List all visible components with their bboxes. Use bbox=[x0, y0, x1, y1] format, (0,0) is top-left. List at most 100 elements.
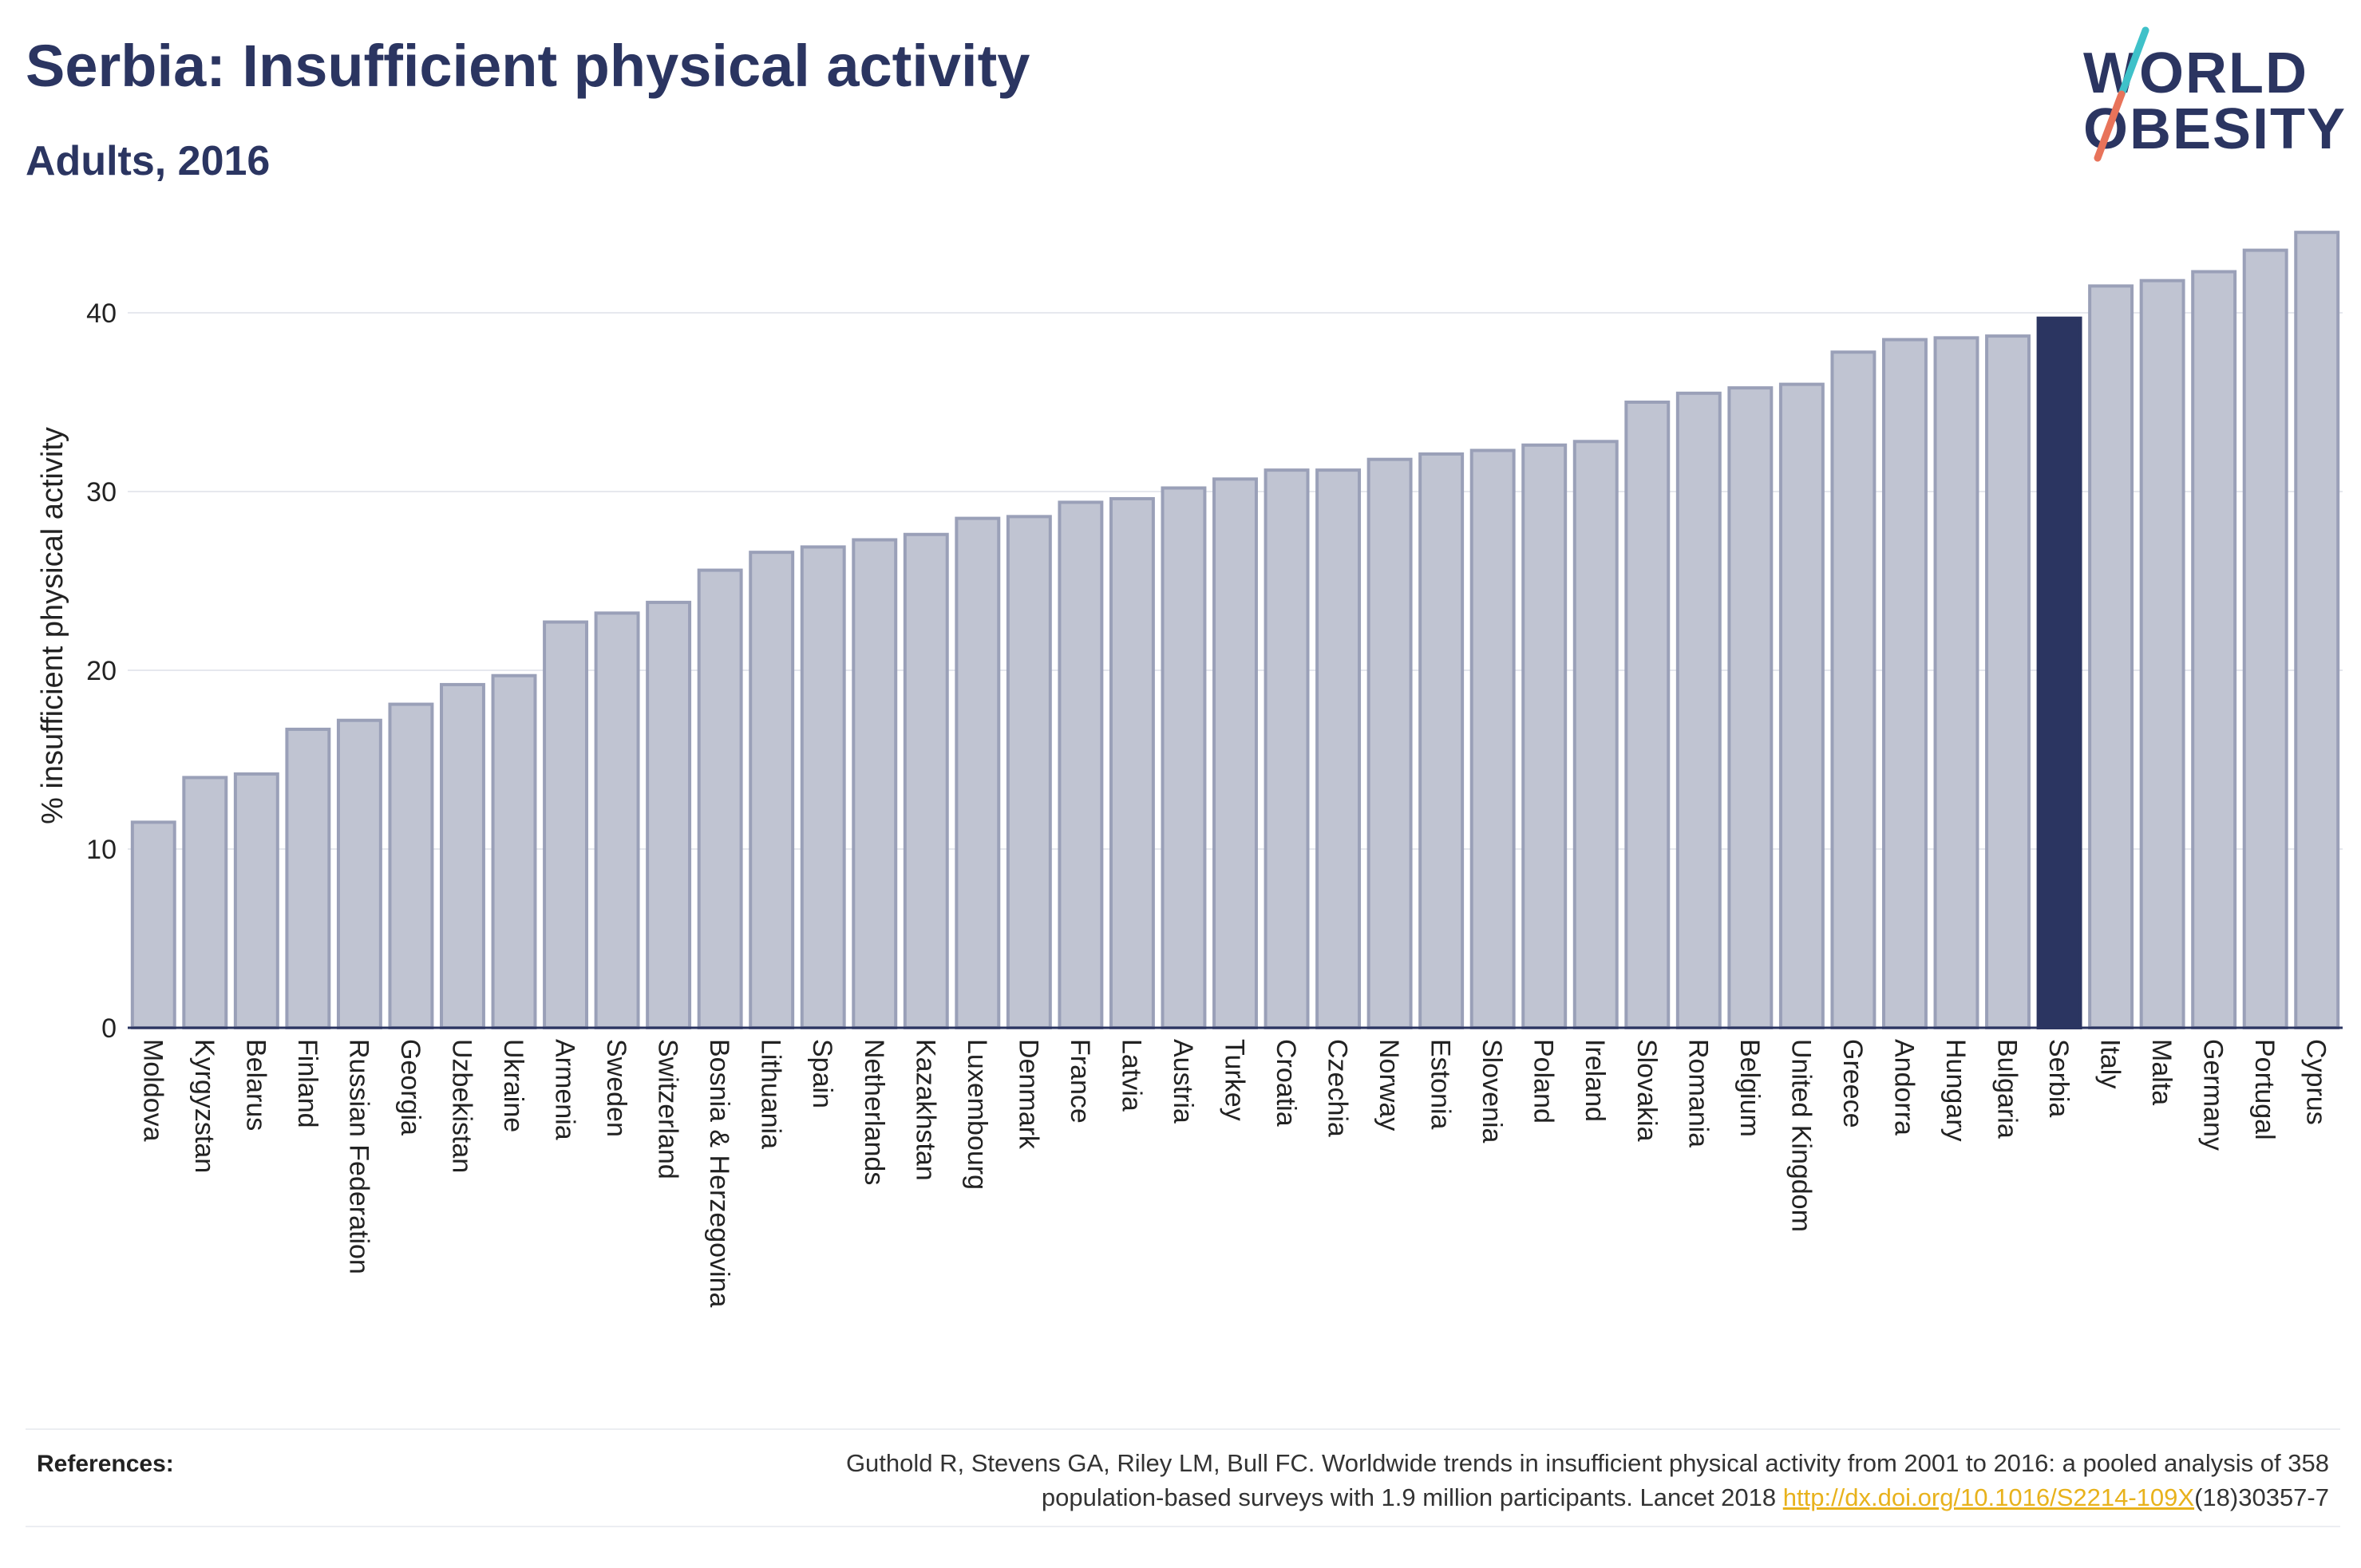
x-tick-label: Czechia bbox=[1323, 1039, 1353, 1137]
bar-belgium bbox=[1727, 386, 1774, 1029]
x-tick-label: Sweden bbox=[601, 1039, 631, 1137]
reference-line-2-prefix: population-based surveys with 1.9 millio… bbox=[1041, 1483, 1783, 1511]
bar-hungary bbox=[1933, 336, 1979, 1030]
bar-lithuania bbox=[749, 551, 795, 1030]
x-tick-label: Turkey bbox=[1220, 1039, 1250, 1121]
x-tick-label: Moldova bbox=[137, 1039, 168, 1142]
references-label: References: bbox=[37, 1451, 174, 1477]
x-tick-label: Ireland bbox=[1580, 1039, 1610, 1122]
y-tick-label: 40 bbox=[86, 298, 117, 329]
y-tick-label: 20 bbox=[86, 656, 117, 686]
bar-spain bbox=[800, 545, 846, 1029]
bar-latvia bbox=[1109, 496, 1155, 1029]
reference-doi-link[interactable]: http://dx.doi.org/10.1016/S2214-109X bbox=[1782, 1483, 2195, 1511]
bar-estonia bbox=[1418, 452, 1465, 1029]
chart-subtitle: Adults, 2016 bbox=[26, 138, 271, 184]
logo-slash-icon bbox=[2094, 26, 2149, 162]
bar-bosnia-herzegovina bbox=[697, 568, 743, 1029]
bar-uzbekistan bbox=[440, 682, 485, 1029]
bar-czechia bbox=[1315, 468, 1362, 1029]
x-tick-label: Netherlands bbox=[859, 1039, 889, 1185]
x-tick-label: Norway bbox=[1374, 1039, 1404, 1131]
x-tick-label: Greece bbox=[1837, 1039, 1868, 1128]
bar-greece bbox=[1830, 350, 1877, 1029]
x-tick-label: Finland bbox=[292, 1039, 322, 1128]
bar-slovenia bbox=[1469, 448, 1516, 1030]
y-tick-label: 0 bbox=[101, 1013, 117, 1044]
x-tick-label: Slovenia bbox=[1477, 1039, 1507, 1143]
x-tick-label: Georgia bbox=[395, 1039, 425, 1136]
bar-russian-federation bbox=[336, 718, 382, 1029]
x-tick-label: Poland bbox=[1529, 1039, 1559, 1124]
x-tick-label: Belgium bbox=[1734, 1039, 1765, 1137]
x-tick-label: Uzbekistan bbox=[446, 1039, 477, 1173]
y-axis-title: % insufficient physical activity bbox=[36, 427, 69, 824]
x-tick-label: Hungary bbox=[1940, 1039, 1971, 1142]
bar-chart: 0 10 20 30 40 % insufficient physical activit… bbox=[36, 231, 2343, 1308]
x-tick-label: Serbia bbox=[2043, 1039, 2074, 1117]
bar-serbia bbox=[2036, 316, 2082, 1030]
bar-poland bbox=[1521, 443, 1568, 1029]
bar-united-kingdom bbox=[1778, 382, 1825, 1030]
reference-line-2-suffix: (18)30357-7 bbox=[2194, 1483, 2329, 1511]
bar-switzerland bbox=[646, 600, 692, 1029]
bar-austria bbox=[1161, 486, 1207, 1029]
x-tick-label: Portugal bbox=[2249, 1039, 2280, 1140]
bar-luxembourg bbox=[955, 516, 1001, 1030]
bar-italy bbox=[2088, 284, 2134, 1029]
x-tick-label: Ukraine bbox=[498, 1039, 528, 1132]
bar-belarus bbox=[233, 772, 279, 1029]
x-tick-label: Switzerland bbox=[653, 1039, 683, 1179]
bar-germany bbox=[2191, 270, 2237, 1030]
x-tick-label: Bulgaria bbox=[1992, 1039, 2023, 1139]
x-tick-label: Malta bbox=[2146, 1039, 2177, 1105]
x-tick-label: Slovakia bbox=[1631, 1039, 1662, 1142]
world-obesity-logo: WORLD OBESITY bbox=[2083, 24, 2347, 168]
bar-denmark bbox=[1006, 515, 1052, 1029]
x-tick-label: Denmark bbox=[1013, 1039, 1043, 1150]
references-divider-top bbox=[26, 1428, 2340, 1430]
bar-armenia bbox=[543, 620, 589, 1030]
y-tick-label: 30 bbox=[86, 477, 117, 508]
x-tick-label: Croatia bbox=[1271, 1039, 1301, 1127]
bar-slovakia bbox=[1624, 401, 1671, 1029]
x-tick-label: Italy bbox=[2095, 1039, 2126, 1088]
bar-kyrgyzstan bbox=[182, 776, 228, 1030]
x-tick-label: United Kingdom bbox=[1786, 1039, 1816, 1232]
bar-croatia bbox=[1264, 468, 1310, 1029]
x-tick-label: Spain bbox=[807, 1039, 837, 1108]
bar-ukraine bbox=[491, 673, 537, 1029]
x-tick-label: Luxembourg bbox=[962, 1039, 992, 1190]
x-tick-label: Belarus bbox=[240, 1039, 271, 1131]
x-tick-label: Germany bbox=[2198, 1039, 2229, 1151]
bar-turkey bbox=[1212, 477, 1258, 1029]
x-tick-label: Andorra bbox=[1888, 1039, 1919, 1136]
x-tick-label: Kazakhstan bbox=[910, 1039, 940, 1181]
logo-line-2: OBESITY bbox=[2083, 97, 2347, 161]
bar-netherlands bbox=[852, 538, 898, 1030]
x-tick-label: Russian Federation bbox=[343, 1039, 374, 1274]
x-tick-label: Romania bbox=[1683, 1039, 1713, 1147]
x-tick-label: Latvia bbox=[1116, 1039, 1146, 1112]
bar-sweden bbox=[594, 611, 640, 1029]
x-tick-label: Bosnia & Herzegovina bbox=[704, 1039, 734, 1308]
bar-ireland bbox=[1572, 440, 1619, 1029]
chart-title: Serbia: Insufficient physical activity bbox=[26, 33, 1030, 99]
x-tick-label: Armenia bbox=[550, 1039, 580, 1140]
x-tick-label: Lithuania bbox=[756, 1039, 786, 1149]
bar-france bbox=[1058, 500, 1104, 1029]
reference-line-1: Guthold R, Stevens GA, Riley LM, Bull FC… bbox=[845, 1449, 2329, 1477]
x-tick-label: Estonia bbox=[1426, 1039, 1456, 1129]
bar-moldova bbox=[130, 820, 176, 1030]
bar-portugal bbox=[2242, 248, 2288, 1030]
bar-bulgaria bbox=[1985, 334, 2031, 1029]
x-tick-label: Cyprus bbox=[2301, 1039, 2331, 1125]
bar-cyprus bbox=[2294, 231, 2340, 1029]
x-tick-label: France bbox=[1065, 1039, 1095, 1124]
references-divider-bottom bbox=[26, 1526, 2340, 1527]
bar-romania bbox=[1675, 391, 1722, 1030]
bar-malta bbox=[2139, 278, 2185, 1030]
y-tick-label: 10 bbox=[86, 835, 117, 865]
bar-kazakhstan bbox=[903, 532, 949, 1029]
bar-andorra bbox=[1881, 338, 1928, 1030]
